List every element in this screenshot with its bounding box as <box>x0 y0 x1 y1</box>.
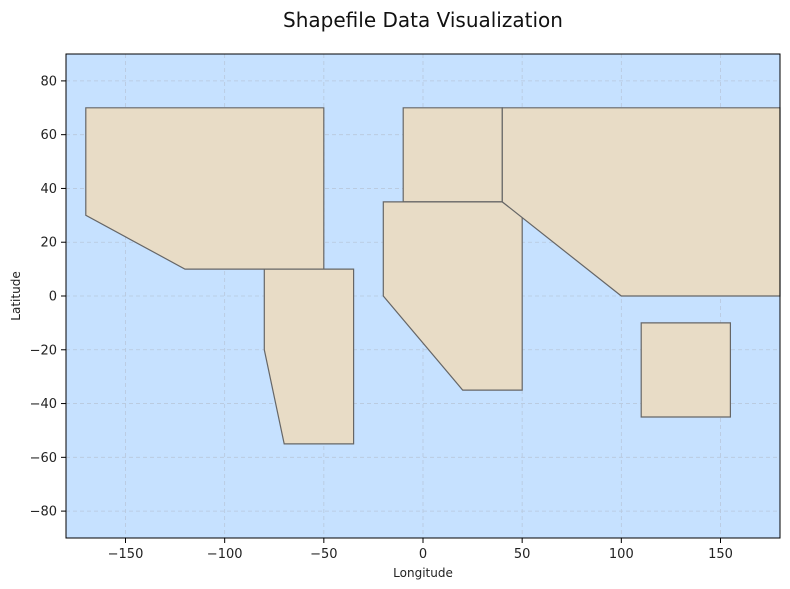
y-axis: −80 −60 −40 −20 0 20 40 60 80 <box>30 74 66 520</box>
y-tick-label: −20 <box>30 343 57 358</box>
land-polygons <box>85 107 781 445</box>
x-axis-label: Longitude <box>393 566 453 580</box>
land-polygon-6 <box>640 322 732 418</box>
x-tick-label: 150 <box>708 547 733 562</box>
x-axis: −150 −100 −50 0 50 100 150 <box>108 538 733 562</box>
x-tick-label: 0 <box>419 547 427 562</box>
y-tick-label: 20 <box>40 236 57 251</box>
land-polygon-3 <box>402 107 503 203</box>
y-tick-label: −40 <box>30 397 57 412</box>
y-tick-label: 40 <box>40 182 57 197</box>
y-axis-label: Latitude <box>9 271 23 320</box>
y-tick-label: 0 <box>49 290 57 305</box>
land-polygon-2 <box>263 268 355 445</box>
x-tick-label: −100 <box>207 547 243 562</box>
y-tick-label: −80 <box>30 505 57 520</box>
x-tick-label: 50 <box>514 547 531 562</box>
chart-title: Shapefile Data Visualization <box>283 8 563 32</box>
y-tick-label: −60 <box>30 451 57 466</box>
y-tick-label: 60 <box>40 128 57 143</box>
land-polygon-5 <box>501 107 781 297</box>
x-tick-label: 100 <box>609 547 634 562</box>
land-polygon-1 <box>85 107 325 270</box>
x-tick-label: −50 <box>310 547 337 562</box>
y-tick-label: 80 <box>40 74 57 89</box>
x-tick-label: −150 <box>108 547 144 562</box>
